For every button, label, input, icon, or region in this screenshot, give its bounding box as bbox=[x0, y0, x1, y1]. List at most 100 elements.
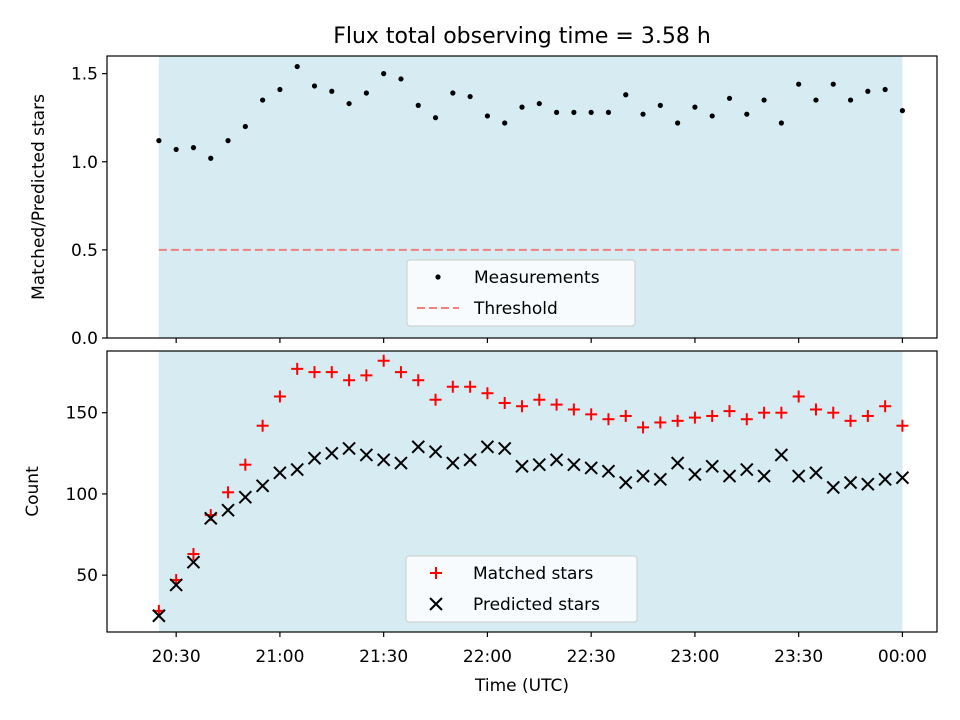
measurement-point bbox=[553, 109, 560, 115]
predicted-star-point bbox=[273, 466, 287, 480]
matched-star-point bbox=[187, 548, 200, 561]
predicted-star-point bbox=[359, 448, 374, 462]
matched-star-point bbox=[446, 380, 459, 393]
bottom-y-axis-ticks: 50 100 150 bbox=[66, 404, 107, 586]
predicted-star-point bbox=[549, 453, 564, 467]
measurement-point bbox=[605, 109, 612, 115]
matched-star-point bbox=[637, 421, 650, 434]
matched-star-point bbox=[360, 369, 373, 382]
measurement-point bbox=[294, 63, 300, 70]
measurement-point bbox=[675, 120, 681, 126]
predicted-star-point bbox=[152, 609, 166, 623]
measurement-point bbox=[899, 108, 906, 114]
measurement-point bbox=[744, 111, 750, 117]
predicted-star-point bbox=[307, 451, 322, 465]
predicted-star-point bbox=[653, 472, 668, 487]
matched-star-point bbox=[256, 419, 269, 432]
x-axis-label: Time (UTC) bbox=[474, 676, 569, 696]
matched-stars-series bbox=[152, 354, 909, 617]
matched-star-point bbox=[273, 390, 286, 403]
measurement-point bbox=[415, 102, 421, 108]
y-tick-label: 50 bbox=[76, 566, 98, 586]
measurement-point bbox=[692, 104, 698, 110]
bottom-legend: Matched stars Predicted stars bbox=[405, 555, 638, 623]
predicted-star-point bbox=[601, 464, 616, 478]
x-tick-label: 00:00 bbox=[878, 647, 927, 667]
matched-star-point bbox=[602, 413, 615, 426]
measurement-point bbox=[156, 138, 162, 144]
measurement-point bbox=[847, 97, 854, 103]
matched-star-point bbox=[654, 416, 667, 429]
matched-star-point bbox=[239, 458, 252, 471]
top-axes-frame bbox=[106, 55, 938, 339]
predicted-star-point bbox=[480, 440, 495, 454]
measurement-point bbox=[623, 92, 629, 98]
top-y-axis-ticks: 0.0 0.5 1.0 1.5 bbox=[71, 65, 107, 349]
x-tick-label: 23:30 bbox=[774, 647, 823, 667]
predicted-star-point bbox=[342, 441, 356, 456]
measurement-point bbox=[381, 71, 387, 77]
x-tick-label: 22:30 bbox=[567, 647, 616, 667]
top-y-axis-label: Matched/Predicted stars bbox=[29, 94, 49, 300]
matched-star-point bbox=[325, 366, 338, 379]
measurement-point bbox=[502, 120, 508, 126]
matched-star-point bbox=[896, 419, 909, 432]
x-tick-label: 21:00 bbox=[255, 647, 304, 667]
measurement-point bbox=[225, 138, 231, 144]
predicted-star-point bbox=[255, 479, 270, 493]
legend-measurements-marker bbox=[435, 274, 441, 280]
matched-star-point bbox=[809, 403, 822, 416]
predicted-star-point bbox=[169, 578, 183, 592]
predicted-stars-series bbox=[152, 440, 910, 623]
matched-star-point bbox=[291, 362, 304, 375]
matched-star-point bbox=[758, 406, 771, 419]
predicted-star-point bbox=[325, 446, 339, 461]
measurement-point bbox=[242, 123, 248, 130]
matched-star-point bbox=[481, 387, 494, 400]
matched-star-point bbox=[706, 409, 719, 422]
matched-star-point bbox=[861, 409, 874, 422]
measurement-point bbox=[277, 86, 283, 93]
predicted-star-point bbox=[411, 440, 425, 454]
matched-star-point bbox=[412, 374, 425, 387]
measurement-point bbox=[519, 104, 525, 110]
matched-star-point bbox=[533, 393, 546, 406]
measurement-point bbox=[190, 145, 197, 151]
predicted-star-point bbox=[843, 475, 858, 490]
predicted-star-point bbox=[757, 469, 771, 483]
matched-star-point bbox=[464, 380, 477, 393]
measurement-point bbox=[484, 113, 491, 119]
matched-star-point bbox=[429, 393, 442, 406]
measurement-point bbox=[450, 90, 456, 96]
y-tick-label: 100 bbox=[66, 485, 98, 505]
matched-star-point bbox=[879, 400, 892, 413]
x-tick-label: 23:00 bbox=[670, 647, 719, 667]
matched-star-point bbox=[671, 414, 684, 427]
measurement-point bbox=[329, 88, 335, 94]
predicted-star-point bbox=[688, 467, 702, 482]
measurement-point bbox=[796, 81, 802, 87]
matched-star-point bbox=[308, 366, 321, 379]
predicted-star-point bbox=[221, 503, 235, 517]
predicted-star-point bbox=[809, 466, 823, 480]
predicted-star-point bbox=[878, 472, 892, 487]
measurement-point bbox=[865, 88, 871, 94]
measurements-series bbox=[156, 63, 906, 161]
bottom-x-axis-ticks: 20:30 21:00 21:30 22:00 22:30 23:00 23:30 00:00 bbox=[152, 632, 927, 667]
measurement-point bbox=[778, 120, 784, 126]
matched-star-point bbox=[619, 409, 632, 422]
measurement-point bbox=[311, 83, 318, 89]
measurement-point bbox=[640, 111, 646, 117]
predicted-star-point bbox=[774, 448, 789, 462]
predicted-star-point bbox=[394, 456, 408, 470]
top-legend-box bbox=[406, 259, 636, 327]
predicted-star-point bbox=[376, 453, 391, 467]
measurement-point bbox=[813, 97, 819, 103]
matched-star-point bbox=[775, 406, 788, 419]
measurement-point bbox=[432, 115, 439, 121]
matched-star-point bbox=[827, 406, 840, 419]
measurement-point bbox=[588, 109, 594, 115]
matched-star-point bbox=[516, 400, 528, 413]
